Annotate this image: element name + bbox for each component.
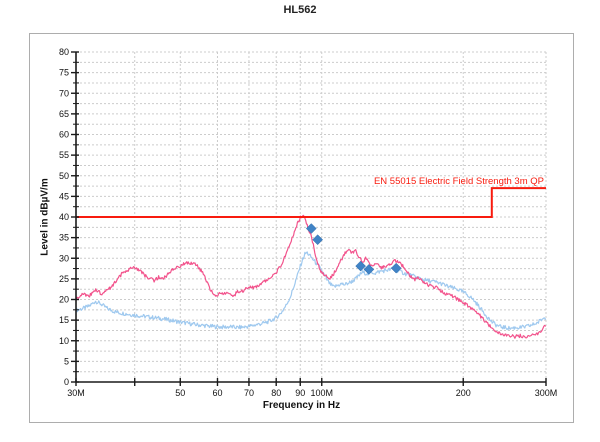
limit-line: EN 55015 Electric Field Strength 3m QP bbox=[76, 176, 546, 218]
trace-pink bbox=[75, 214, 547, 339]
qp-marker bbox=[355, 260, 367, 272]
x-tick-label: 100M bbox=[310, 388, 333, 398]
limit-line-label: EN 55015 Electric Field Strength 3m QP bbox=[374, 176, 544, 187]
trace-blue-path bbox=[75, 251, 547, 331]
x-tick-label: 70 bbox=[244, 388, 254, 398]
x-tick-label: 200 bbox=[456, 388, 471, 398]
x-tick-label: 300M bbox=[535, 388, 558, 398]
y-tick-label: 55 bbox=[59, 150, 69, 160]
y-tick-label: 50 bbox=[59, 171, 69, 181]
y-tick-label: 40 bbox=[59, 212, 69, 222]
y-tick-label: 10 bbox=[59, 336, 69, 346]
x-tick-label: 80 bbox=[271, 388, 281, 398]
y-tick-label: 5 bbox=[64, 356, 69, 366]
x-tick-label: 50 bbox=[175, 388, 185, 398]
y-tick-label: 25 bbox=[59, 274, 69, 284]
y-tick-label: 15 bbox=[59, 315, 69, 325]
y-tick-label: 20 bbox=[59, 295, 69, 305]
qp-final-measurements bbox=[305, 223, 402, 275]
h-gridlines bbox=[76, 51, 546, 373]
chart-frame: EN 55015 Electric Field Strength 3m QP 0 5… bbox=[29, 33, 574, 423]
y-tick-label: 65 bbox=[59, 109, 69, 119]
trace-blue bbox=[75, 251, 547, 331]
qp-marker bbox=[305, 223, 317, 234]
y-tick-label: 60 bbox=[59, 130, 69, 140]
trace-pink-path bbox=[75, 214, 547, 339]
y-tick-label: 30 bbox=[59, 253, 69, 263]
x-tick-label: 30M bbox=[67, 388, 85, 398]
plot-svg: EN 55015 Electric Field Strength 3m QP 0 5… bbox=[59, 47, 557, 398]
y-tick-label: 45 bbox=[59, 191, 69, 201]
y-axis-ticks: 0 5 10 15 20 25 30 35 40 45 50 55 60 65 70 75 80 bbox=[59, 47, 79, 387]
qp-marker bbox=[390, 262, 402, 274]
y-tick-label: 75 bbox=[59, 68, 69, 78]
x-axis-label: Frequency in Hz bbox=[262, 400, 341, 411]
y-tick-label: 0 bbox=[64, 377, 69, 387]
x-tick-label: 90 bbox=[295, 388, 305, 398]
x-axis-ticks: 30M 50 60 70 80 90 100M 200 300M bbox=[67, 378, 557, 398]
qp-marker bbox=[312, 234, 323, 246]
y-tick-label: 70 bbox=[59, 88, 69, 98]
y-axis-label: Level in dBµV/m bbox=[39, 178, 51, 256]
x-tick-label: 60 bbox=[212, 388, 222, 398]
page-title: HL562 bbox=[283, 4, 317, 16]
qp-marker bbox=[363, 264, 375, 275]
y-tick-label: 35 bbox=[59, 233, 69, 243]
y-tick-label: 80 bbox=[59, 47, 69, 57]
